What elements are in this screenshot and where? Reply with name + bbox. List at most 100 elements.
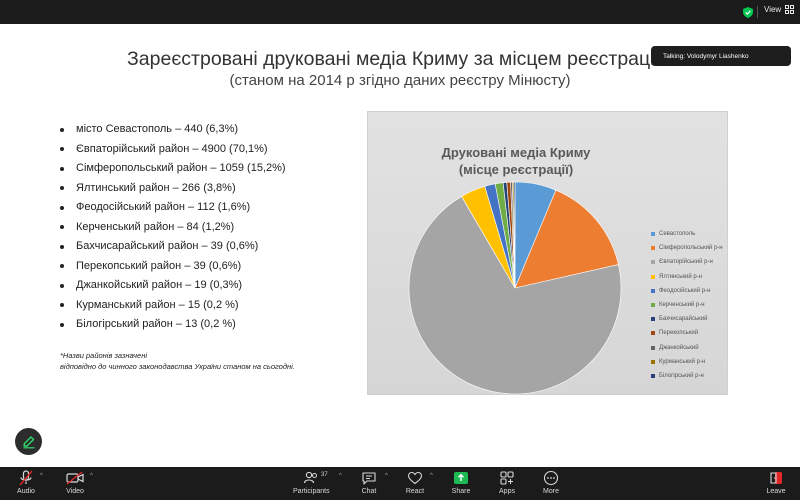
- pie-slice: [514, 189, 619, 289]
- legend-item: Керченський р-н: [651, 298, 723, 312]
- region-list-text: Євпаторійський район – 4900 (70,1%): [76, 142, 268, 155]
- legend-item: Курманський р-н: [651, 355, 723, 369]
- pie-slice: [408, 196, 622, 395]
- region-list-item: Джанкойський район – 19 (0,3%): [60, 276, 286, 296]
- legend-swatch: [651, 359, 655, 364]
- region-list-text: місто Севастополь – 440 (6,3%): [76, 123, 239, 135]
- legend-swatch: [651, 260, 655, 265]
- audio-options-caret-icon[interactable]: ^: [40, 473, 43, 479]
- bullet-icon: [60, 205, 64, 210]
- audio-label: Audio: [17, 488, 35, 495]
- legend-item: Феодосійський р-н: [651, 284, 723, 298]
- region-list-text: Феодосійський район – 112 (1,6%): [76, 201, 251, 213]
- share-button[interactable]: Share: [449, 469, 473, 495]
- legend-label: Джанкойський: [659, 344, 699, 351]
- more-dots-icon: [543, 470, 559, 486]
- top-bar-divider: [757, 6, 758, 18]
- pencil-icon: [22, 435, 34, 448]
- chart-title-line: (місце реєстрації): [458, 162, 574, 177]
- audio-button[interactable]: Audio: [14, 469, 38, 495]
- region-list-item: Феодосійський район – 112 (1,6%): [60, 198, 286, 218]
- legend-label: Курманський р-н: [659, 358, 706, 365]
- region-list-text: Джанкойський район – 19 (0,3%): [76, 279, 243, 291]
- leave-button[interactable]: Leave: [764, 469, 788, 495]
- region-list-text: Бахчисарайський район – 39 (0,6%): [76, 240, 259, 252]
- legend-swatch: [651, 288, 655, 293]
- bullet-icon: [60, 264, 64, 269]
- region-list-item: Перекопський район – 39 (0,6%): [60, 257, 286, 277]
- region-list-text: Ялтинський район – 266 (3,8%): [76, 181, 236, 194]
- bullet-icon: [60, 283, 64, 288]
- bullet-icon: [60, 225, 64, 230]
- apps-label: Apps: [499, 488, 515, 495]
- region-list-item: Євпаторійський район – 4900 (70,1%): [60, 140, 286, 160]
- legend-item: Бахчисарайський: [651, 312, 723, 326]
- region-list-item: Білогірський район – 13 (0,2 %): [60, 315, 286, 335]
- pie-chart: Друковані медіа Криму (місце реєстрації)…: [367, 111, 728, 395]
- legend-swatch: [651, 345, 655, 350]
- chart-legend: Севастополь Сімферопольський р-н Євпаторій…: [651, 227, 723, 383]
- legend-item: Сімферопольський р-н: [651, 241, 723, 255]
- legend-swatch: [651, 331, 655, 336]
- region-list: місто Севастополь – 440 (6,3%) Євпаторій…: [60, 120, 286, 335]
- video-button[interactable]: Video: [63, 469, 87, 495]
- leave-door-icon: [770, 472, 782, 484]
- bullet-icon: [60, 244, 64, 249]
- bullet-icon: [60, 303, 64, 308]
- legend-label: Сімферопольський р-н: [659, 245, 723, 252]
- react-button[interactable]: React: [403, 469, 427, 495]
- region-list-item: Сімферопольський район – 1059 (15,2%): [60, 159, 286, 179]
- heart-icon: [407, 471, 423, 485]
- region-list-item: місто Севастополь – 440 (6,3%): [60, 120, 286, 140]
- region-list-item: Курманський район – 15 (0,2 %): [60, 296, 286, 316]
- chat-options-caret-icon[interactable]: ^: [385, 473, 388, 479]
- pie-slice: [513, 181, 516, 289]
- annotate-button[interactable]: [15, 428, 42, 455]
- meeting-top-bar: View: [0, 0, 800, 24]
- bullet-icon: [60, 186, 64, 191]
- legend-swatch: [651, 303, 655, 308]
- share-label: Share: [451, 488, 471, 495]
- pie-chart-plot: [408, 181, 622, 395]
- chart-title: Друковані медіа Криму (місце реєстрації): [368, 144, 664, 178]
- bullet-icon: [60, 127, 64, 132]
- encryption-shield-icon[interactable]: [743, 7, 753, 18]
- chat-label: Chat: [361, 488, 377, 495]
- slide-subtitle: (станом на 2014 р згідно даних реєстру М…: [229, 72, 571, 89]
- legend-label: Білогірський р-н: [659, 372, 704, 379]
- legend-item: Євпаторійський р-н: [651, 255, 723, 269]
- more-button[interactable]: More: [539, 469, 563, 495]
- participants-label: Participants: [293, 488, 330, 495]
- region-list-text: Курманський район – 15 (0,2 %): [76, 298, 239, 311]
- legend-label: Феодосійський р-н: [659, 287, 711, 294]
- participants-options-caret-icon[interactable]: ^: [339, 473, 342, 479]
- apps-button[interactable]: Apps: [495, 469, 519, 495]
- video-options-caret-icon[interactable]: ^: [90, 473, 93, 479]
- bullet-icon: [60, 166, 64, 171]
- slide-title: Зареєстровані друковані медіа Криму за м…: [127, 48, 673, 70]
- legend-item: Джанкойський: [651, 341, 723, 355]
- legend-item: Білогірський р-н: [651, 369, 723, 383]
- legend-swatch: [651, 317, 655, 322]
- participants-button[interactable]: Participants: [293, 469, 330, 495]
- view-label: View: [764, 5, 782, 14]
- legend-swatch: [651, 246, 655, 251]
- region-list-item: Керченський район – 84 (1,2%): [60, 218, 286, 238]
- react-options-caret-icon[interactable]: ^: [430, 473, 433, 479]
- legend-label: Севастополь: [659, 231, 696, 238]
- legend-item: Севастополь: [651, 227, 723, 241]
- active-speaker-indicator: Talking: Volodymyr Liashenko: [651, 46, 791, 66]
- chat-button[interactable]: Chat: [357, 469, 381, 495]
- region-list-item: Ялтинський район – 266 (3,8%): [60, 179, 286, 199]
- view-button[interactable]: View: [764, 5, 795, 14]
- bullet-icon: [60, 322, 64, 327]
- legend-label: Ялтинський р-н: [659, 273, 703, 280]
- chart-title-line: Друковані медіа Криму: [441, 145, 591, 160]
- region-list-text: Перекопський район – 39 (0,6%): [76, 259, 242, 272]
- bullet-icon: [60, 147, 64, 152]
- meeting-toolbar: Audio ^ Video ^ Participants 37 ^ Chat ^: [0, 467, 800, 500]
- video-label: Video: [66, 488, 84, 495]
- muted-microphone-icon: [19, 470, 33, 486]
- legend-item: Ялтинський р-н: [651, 270, 723, 284]
- region-list-text: Керченський район – 84 (1,2%): [76, 220, 235, 233]
